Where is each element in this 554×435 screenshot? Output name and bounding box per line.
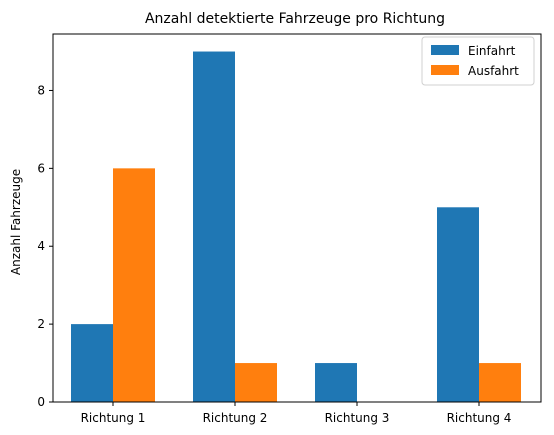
bars-group <box>71 51 521 403</box>
plot-frame <box>52 33 542 403</box>
x-tick-label: Richtung 1 <box>81 411 146 425</box>
legend-label-ausfahrt: Ausfahrt <box>468 64 519 78</box>
legend: Einfahrt Ausfahrt <box>421 36 535 86</box>
legend-label-einfahrt: Einfahrt <box>468 44 516 58</box>
bar-einfahrt-3 <box>315 363 357 402</box>
y-tick-label: 0 <box>37 395 45 409</box>
y-axis-label: Anzahl Fahrzeuge <box>9 169 23 275</box>
y-tick-label: 6 <box>37 161 45 175</box>
bar-einfahrt-2 <box>193 51 235 403</box>
bar-ausfahrt-1 <box>113 168 155 402</box>
x-tick-label: Richtung 3 <box>325 411 390 425</box>
legend-swatch-einfahrt <box>431 45 459 55</box>
bar-einfahrt-1 <box>71 324 113 402</box>
y-tick-label: 4 <box>37 239 45 253</box>
bar-ausfahrt-4 <box>479 363 521 402</box>
y-tick-label: 8 <box>37 83 45 97</box>
x-tick-label: Richtung 2 <box>203 411 268 425</box>
x-tick-label: Richtung 4 <box>447 411 512 425</box>
y-ticks-group: 0 2 4 6 8 <box>37 83 53 409</box>
chart-title: Anzahl detektierte Fahrzeuge pro Richtun… <box>145 11 445 27</box>
legend-swatch-ausfahrt <box>431 65 459 75</box>
x-ticks-group: Richtung 1 Richtung 2 Richtung 3 Richtung 4 <box>81 402 512 425</box>
bar-ausfahrt-2 <box>235 363 277 402</box>
bar-einfahrt-4 <box>437 207 479 402</box>
y-tick-label: 2 <box>37 317 45 331</box>
